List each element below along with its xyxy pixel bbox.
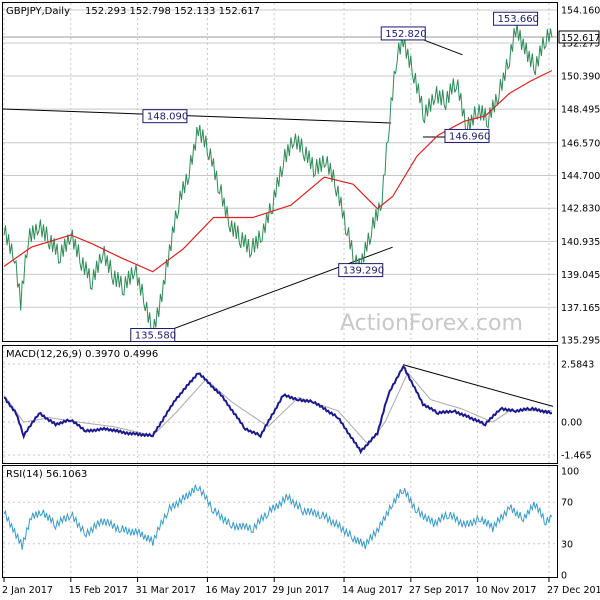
price-title: GBPJPY,Daily [6,6,70,17]
x-tick-label: 16 May 2017 [205,585,267,596]
rsi-grid [3,466,557,577]
rsi-series [3,484,553,550]
macd-panel-frame [2,345,558,464]
annotation-label: 152.820 [385,29,426,40]
y-tick-label: 100 [561,467,579,478]
annotation-label: 146.960 [449,131,490,142]
macd-series [3,364,553,455]
y-tick-label: 139.045 [561,270,600,281]
y-tick-label: 142.830 [561,204,600,215]
annotation-label: 148.090 [147,112,188,123]
y-tick-label: 150.390 [561,71,600,82]
price-series [3,23,553,342]
price-annotation: 146.960 [444,128,490,143]
y-tick-label: 135.295 [561,336,600,347]
y-tick-label: 0 [561,571,567,582]
rsi-title: RSI(14) 56.1063 [6,469,87,480]
y-tick-label: 2.5843 [561,360,594,371]
annotation-label: 135.580 [135,331,176,342]
price-annotation: 139.290 [338,263,384,278]
x-axis-labels: 2 Jan 2017 15 Feb 2017 31 Mar 2017 16 May 2… [2,578,600,596]
last-price-marker: 152.617 [558,30,600,44]
y-tick-label: -1.465 [561,451,592,462]
x-tick-label: 15 Feb 2017 [69,585,128,596]
svg-text:152.617: 152.617 [561,33,600,44]
y-tick-label: 154.160 [561,6,600,17]
y-axis-labels: 154.160 152.275 150.390 148.495 146.570 144.7… [561,6,600,582]
price-annotations: 135.580 148.090 139.290 152.820 146.960 153.6… [130,11,539,343]
y-tick-label: 152.275 [561,38,600,49]
x-tick-label: 27 Dec 2017 [547,585,600,596]
price-ohlc: 152.293 152.798 152.133 152.617 [85,6,260,17]
y-tick-label: 148.495 [561,105,600,116]
price-annotation: 152.820 [380,26,427,41]
annotation-label: 139.290 [343,266,384,277]
moving-average-series [3,69,553,273]
x-tick-label: 27 Sep 2017 [409,585,469,596]
macd-title: MACD(12,26,9) 0.3970 0.4996 [6,349,158,360]
x-tick-label: 31 Mar 2017 [136,585,196,596]
x-tick-label: 14 Aug 2017 [342,585,403,596]
y-tick-label: 137.165 [561,303,600,314]
y-tick-label: 70 [561,498,573,509]
y-tick-label: 146.570 [561,138,600,149]
macd-trendline [403,364,554,407]
rsi-panel-frame [2,465,558,578]
macd-grid [3,346,557,463]
y-tick-label: 30 [561,539,573,550]
price-annotation: 148.090 [142,109,188,124]
y-tick-label: 144.700 [561,171,600,182]
trendline [2,108,392,124]
y-tick-label: 140.935 [561,237,600,248]
watermark: ActionForex.com [340,311,523,336]
y-tick-label: 0.00 [561,418,582,429]
x-tick-label: 2 Jan 2017 [2,585,53,596]
price-annotation: 153.660 [493,11,539,26]
macd-signal-series [3,371,552,446]
x-tick-label: 10 Nov 2017 [476,585,537,596]
x-tick-label: 29 Jun 2017 [272,585,329,596]
price-annotation: 135.580 [130,328,176,343]
annotation-label: 153.660 [498,14,539,25]
